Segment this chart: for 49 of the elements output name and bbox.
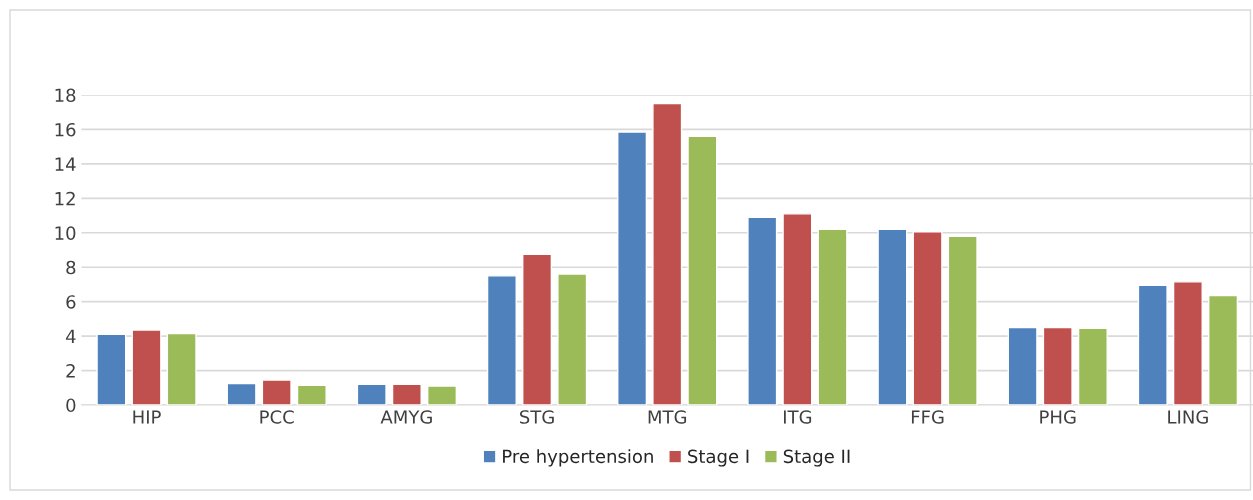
bar	[1172, 281, 1203, 405]
x-tick-label: PCC	[260, 410, 294, 424]
bar	[747, 216, 778, 405]
bar	[817, 228, 848, 405]
y-tick-label: 18	[55, 88, 76, 103]
bar	[356, 383, 387, 405]
x-tick-label: HIP	[133, 410, 161, 424]
x-tick-label: LING	[1168, 410, 1208, 424]
bar	[782, 213, 813, 405]
y-tick-label: 12	[55, 191, 75, 206]
y-tick-label: 8	[66, 260, 76, 275]
bar	[226, 382, 257, 405]
x-tick-label: ITG	[783, 410, 812, 424]
bar	[1208, 294, 1239, 405]
bar	[427, 385, 458, 405]
x-tick-label: PHG	[1040, 410, 1076, 424]
x-tick-label: MTG	[648, 410, 687, 424]
bar	[652, 102, 683, 405]
bar	[947, 235, 978, 405]
x-tick-label: STG	[520, 410, 554, 424]
y-tick-label: 2	[66, 364, 75, 378]
bar	[617, 131, 648, 405]
bar	[687, 135, 718, 405]
y-tick-label: 4	[65, 329, 76, 343]
bar	[1042, 326, 1073, 405]
bar	[391, 383, 422, 405]
y-tick-label: 0	[66, 398, 76, 413]
bar	[1077, 327, 1108, 405]
bar	[96, 333, 127, 405]
y-tick-label: 10	[55, 226, 76, 240]
bar	[912, 231, 943, 405]
legend-label: Stage II	[783, 449, 850, 467]
bar	[131, 329, 162, 405]
legend-label: Stage I	[688, 449, 749, 467]
bar	[557, 273, 588, 405]
bar	[261, 379, 292, 405]
bar	[1137, 284, 1168, 405]
bar	[877, 228, 908, 405]
y-tick-label: 14	[55, 157, 76, 171]
x-tick-label: FFG	[911, 410, 944, 424]
legend-label: Pre hypertension	[503, 449, 653, 467]
y-tick-label: 6	[66, 295, 76, 309]
bar	[486, 275, 517, 405]
y-tick-label: 16	[55, 122, 76, 137]
bar	[166, 332, 197, 405]
bar	[296, 384, 327, 405]
x-tick-label: AMYG	[380, 410, 432, 424]
bar	[522, 253, 553, 405]
bar	[1007, 326, 1038, 405]
